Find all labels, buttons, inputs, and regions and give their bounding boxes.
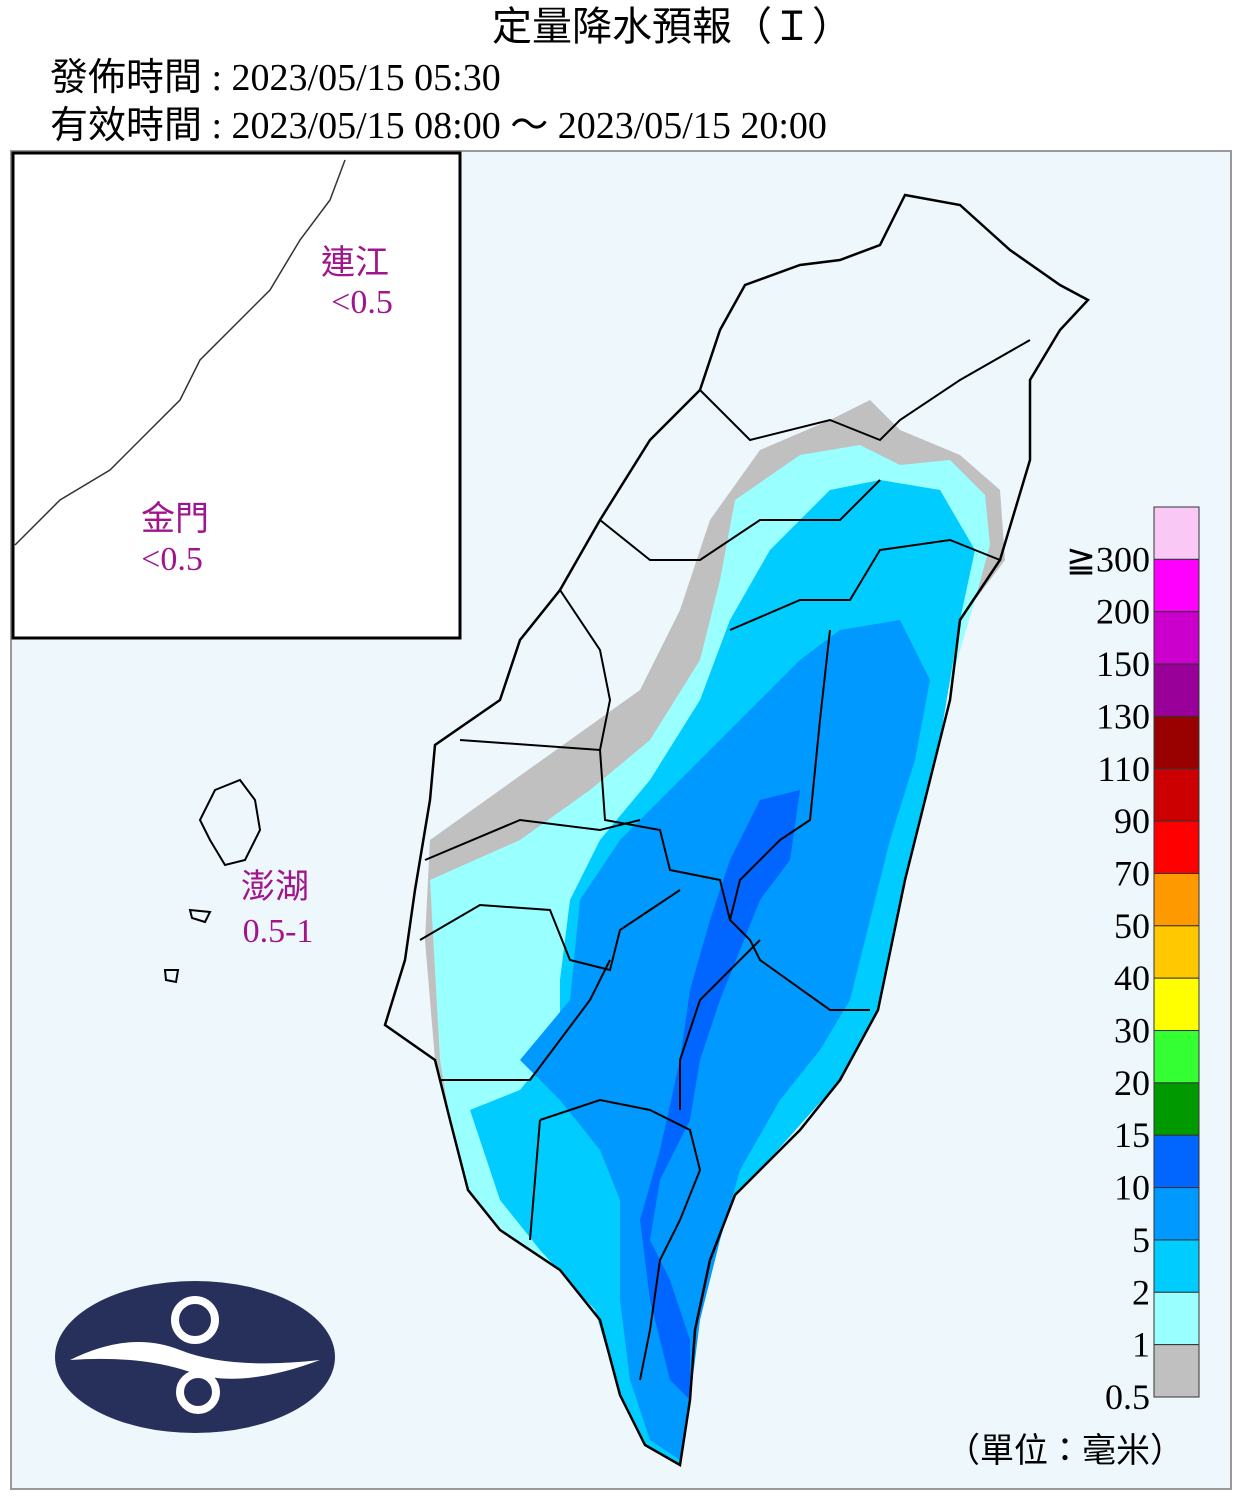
legend-swatch: [1153, 1344, 1200, 1398]
legend-label: 15: [1114, 1115, 1150, 1155]
region-name: 金門: [141, 500, 209, 538]
region-name: 澎湖: [241, 868, 309, 906]
legend-label: 70: [1114, 853, 1150, 893]
region-labels: 連江 <0.5 金門 <0.5 澎湖 0.5-1: [141, 244, 393, 950]
unit-label: （單位：毫米）: [946, 1432, 1184, 1470]
legend-label: 30: [1114, 1011, 1150, 1051]
legend-swatch: [1153, 663, 1200, 717]
region-value: <0.5: [331, 284, 393, 321]
legend: ≧300 200 150 130 110 90 70 50 40 30 20 15 10 5 2 1 0.5: [1066, 506, 1200, 1417]
legend-swatch: [1153, 1134, 1200, 1189]
legend-label: 20: [1114, 1063, 1150, 1103]
region-value: 0.5-1: [243, 913, 314, 950]
title: 定量降水預報（Ｉ）: [492, 4, 852, 49]
legend-swatch: [1153, 1239, 1200, 1293]
legend-label: 50: [1114, 906, 1150, 946]
legend-label: 150: [1096, 644, 1150, 684]
legend-label: 130: [1096, 696, 1150, 736]
legend-swatch: [1153, 977, 1200, 1032]
legend-swatch: [1153, 558, 1200, 613]
legend-swatch: [1153, 715, 1200, 770]
region-name: 連江: [321, 244, 389, 282]
legend-swatch: [1153, 872, 1200, 927]
legend-swatch: [1153, 1030, 1200, 1084]
legend-label: ≧300: [1066, 539, 1150, 579]
legend-label: 110: [1097, 749, 1150, 789]
legend-label: 10: [1114, 1168, 1150, 1208]
legend-label: 40: [1114, 958, 1150, 998]
inset-frame: [11, 151, 462, 640]
legend-swatch: [1153, 925, 1200, 979]
inset-coastline: [14, 159, 346, 546]
legend-swatch: [1153, 506, 1200, 560]
taiwan-map: [383, 193, 1091, 1467]
legend-swatch: [1153, 1082, 1200, 1136]
legend-swatch: [1153, 1291, 1200, 1346]
legend-label: 2: [1132, 1272, 1150, 1312]
region-value: <0.5: [141, 541, 203, 578]
legend-swatch: [1153, 768, 1200, 822]
cwb-logo: [55, 1281, 335, 1433]
legend-label: 90: [1114, 801, 1150, 841]
legend-swatch: [1153, 1187, 1200, 1241]
legend-label: 0.5: [1105, 1377, 1150, 1417]
legend-swatch: [1153, 611, 1200, 665]
legend-label: 200: [1096, 592, 1150, 632]
legend-swatch: [1153, 820, 1200, 874]
penghu-islands: [163, 778, 262, 984]
valid-time: 有效時間 : 2023/05/15 08:00 ～ 2023/05/15 20:…: [50, 105, 827, 147]
issued-time: 發佈時間 : 2023/05/15 05:30: [50, 57, 501, 99]
legend-label: 5: [1132, 1220, 1150, 1260]
legend-label: 1: [1132, 1325, 1150, 1365]
